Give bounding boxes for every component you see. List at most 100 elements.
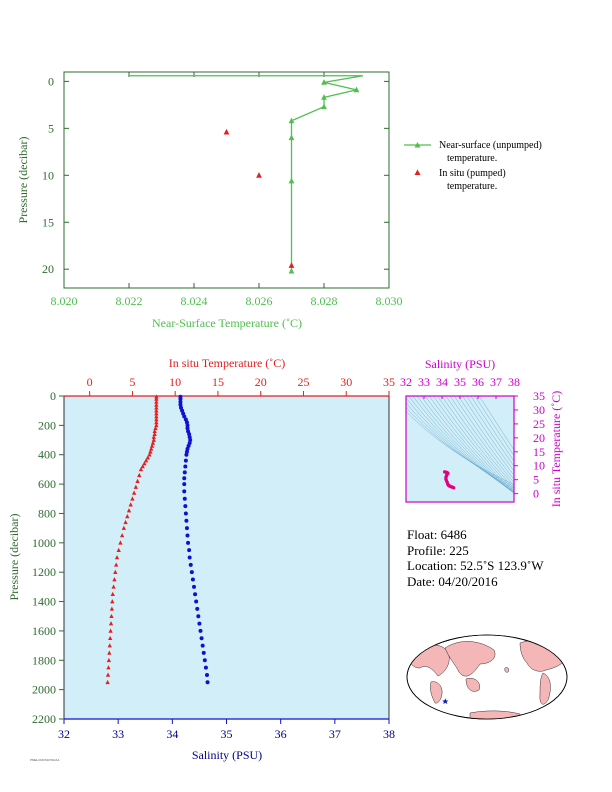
temperature-point [154,417,159,422]
temperature-point [128,502,133,507]
legend-label-unpumped-2: temperature. [447,153,497,164]
float-id: Float: 6486 [407,527,467,542]
pressure-tick-label: 2200 [32,712,56,726]
temperature-point [110,591,115,597]
ts-y-tick-label: 15 [533,445,545,459]
profile-number: Profile: 225 [407,542,469,558]
temperature-point [149,446,154,451]
legend-triangle-pumped [414,169,421,175]
salinity-point [203,665,208,670]
temperature-point [109,613,114,619]
near-surface-unpumped-point [288,134,295,141]
salinity-point [187,548,192,553]
ts-density-contour [412,396,514,493]
temperature-point [108,635,113,641]
temperature-point [143,458,149,463]
pressure-tick-label: 1800 [32,653,56,667]
star-icon [442,698,449,705]
temperature-point [154,414,159,419]
temperature-point [130,496,135,501]
near-surface-unpumped-point [288,267,295,274]
ts-y-tick-label: 0 [533,487,539,501]
temperature-point [114,555,120,560]
temperature-point [150,440,156,445]
temperature-point [123,519,128,525]
temperature-tick-label: 35 [383,375,395,389]
temperature-point [107,650,112,655]
salinity-tick-label: 38 [383,727,395,741]
salinity-point [182,496,187,501]
pressure-tick-label: 800 [38,506,56,520]
ts-density-contour [437,396,514,491]
pressure-tick-label: 600 [38,477,56,491]
temperature-point [133,484,139,489]
near-surface-x-tick-label: 8.030 [376,294,403,308]
temperature-point [105,679,110,685]
temperature-point [154,420,159,425]
salinity-point [190,577,195,582]
ts-y-tick-label: 5 [533,473,539,487]
near-surface-unpumped-point [353,86,360,93]
ts-density-contour [433,396,514,492]
ts-density-contour [453,396,514,480]
salinity-point [183,464,188,469]
salinity-point [192,584,196,589]
salinity-point [202,658,207,663]
ts-x-tick-label: 36 [472,375,484,389]
pressure-tick-label: 400 [38,448,56,462]
temperature-point [152,428,157,434]
near-surface-chart: 8.020 8.022 8.024 8.026 8.028 8.030 0 5 10 15 20 P… [16,71,542,330]
world-map [406,634,568,720]
near-surface-pumped-point [256,172,262,178]
temperature-point [135,478,140,483]
temperature-point [116,547,121,552]
near-surface-y-tick-label: 15 [42,215,54,229]
temperature-point [118,540,123,545]
temperature-point [108,628,113,633]
legend-triangle-unpumped [414,142,421,148]
near-surface-unpumped-point [288,117,295,124]
near-surface-x-tick-label: 8.020 [51,294,78,308]
salinity-tick-label: 37 [329,727,341,741]
ts-density-contour [429,396,514,493]
temperature-point [113,569,118,574]
temperature-axis-title: In situ Temperature (˚C) [169,356,286,370]
salinity-point [184,452,189,457]
salinity-point [197,621,202,626]
temperature-point [154,405,159,410]
ts-y-tick-label: 30 [533,403,545,417]
ts-point [452,486,456,490]
ts-density-contour [406,397,514,491]
near-surface-y-tick-label: 0 [48,74,54,88]
temperature-point [140,464,145,469]
salinity-point [189,570,194,575]
temperature-point [106,665,111,670]
salinity-tick-label: 34 [166,727,178,741]
profile-date: Date: 04/20/2016 [407,573,498,589]
temperature-point [131,490,137,495]
salinity-point [188,562,193,567]
ts-x-tick-label: 35 [454,375,466,389]
salinity-point [178,396,183,401]
salinity-point [205,680,210,685]
temperature-point [112,577,117,582]
salinity-point [199,636,204,641]
ts-x-tick-label: 34 [436,375,448,389]
temperature-point [154,394,159,399]
ts-y-tick-label: 25 [533,417,545,431]
salinity-point [183,458,188,463]
near-surface-unpumped-point [321,94,327,100]
salinity-point [182,476,187,481]
salinity-point [187,555,192,560]
temperature-point [111,584,116,589]
salinity-point [200,643,205,648]
ts-density-contour [424,396,514,494]
ts-density-contour [420,396,514,494]
temperature-point [142,461,147,466]
near-surface-y-tick-label: 20 [42,262,54,276]
ts-x-tick-label: 33 [418,375,430,389]
salinity-tick-label: 33 [112,727,124,741]
temperature-point [126,508,132,513]
temperature-point [148,449,153,454]
